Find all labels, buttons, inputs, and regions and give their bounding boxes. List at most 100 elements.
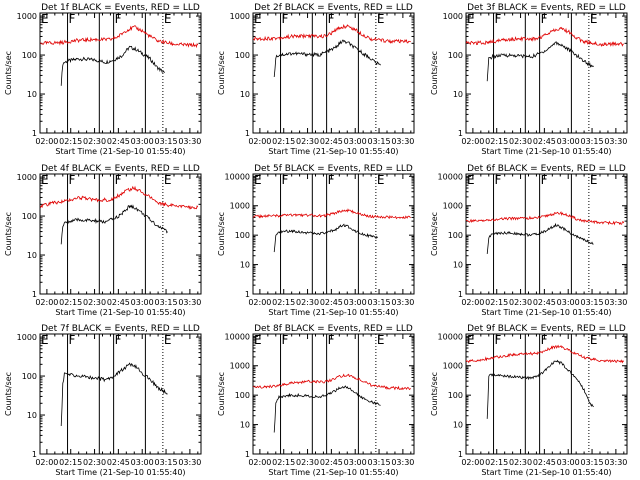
y-tick-label: 10 <box>240 261 250 270</box>
plot-frame <box>465 333 628 455</box>
y-tick-label: 1000 <box>17 12 37 21</box>
flag-label: E <box>377 12 385 26</box>
y-tick-label: 10000 <box>438 332 463 341</box>
x-tick-label: 03:15 <box>368 298 391 307</box>
y-tick-label: 1000 <box>17 173 37 182</box>
x-tick-label: 02:15 <box>272 458 295 467</box>
x-tick-label: 03:30 <box>178 458 201 467</box>
x-tick-label: 03:15 <box>155 458 178 467</box>
lld-series-line <box>253 24 411 44</box>
y-tick-label: 10000 <box>438 172 463 181</box>
x-tick-label: 02:15 <box>485 137 508 146</box>
lld-series-line <box>253 373 412 391</box>
flag-label: E <box>254 12 262 26</box>
chart-panel: Det 9f BLACK = Events, RED = LLD Counts/s… <box>430 324 628 477</box>
events-series-line <box>486 359 594 419</box>
y-tick-label: 10 <box>453 421 463 430</box>
flag-label: F <box>115 173 122 187</box>
x-tick-label: 03:15 <box>368 458 391 467</box>
x-tick-label: 03:15 <box>581 298 604 307</box>
flag-label: F <box>328 333 335 347</box>
x-tick-label: 03:30 <box>391 298 414 307</box>
x-tick-label: 02:30 <box>509 137 532 146</box>
flag-label: E <box>467 12 475 26</box>
events-series-line <box>273 385 381 433</box>
x-tick-label: 02:30 <box>83 137 106 146</box>
x-tick-label: 02:00 <box>461 137 484 146</box>
y-axis-label: Counts/sec <box>217 212 226 256</box>
chart-panel: Det 8f BLACK = Events, RED = LLD Counts/s… <box>217 324 415 477</box>
x-tick-label: 03:30 <box>178 137 201 146</box>
flag-label: F <box>69 333 76 347</box>
plot-frame <box>39 173 202 295</box>
x-tick-label: 02:15 <box>272 137 295 146</box>
x-tick-label: 03:00 <box>557 458 580 467</box>
flag-label: E <box>164 333 172 347</box>
lld-series-line <box>466 344 625 364</box>
x-tick-label: 03:15 <box>581 458 604 467</box>
chart-title: Det 5f BLACK = Events, RED = LLD <box>254 164 413 174</box>
x-tick-label: 02:45 <box>533 298 556 307</box>
y-tick-label: 1 <box>32 290 37 299</box>
x-tick-label: 02:45 <box>320 458 343 467</box>
y-axis-label: Counts/sec <box>4 212 13 256</box>
y-axis-label: Counts/sec <box>217 372 226 416</box>
x-tick-label: 02:15 <box>59 458 82 467</box>
x-tick-label: 02:45 <box>533 458 556 467</box>
flag-label: E <box>590 173 598 187</box>
x-axis-label: Start Time (21-Sep-10 01:55:40) <box>55 468 185 477</box>
x-tick-label: 02:15 <box>485 298 508 307</box>
y-tick-label: 1000 <box>443 202 463 211</box>
y-axis-label: Counts/sec <box>4 51 13 95</box>
y-tick-label: 1000 <box>17 333 37 342</box>
flag-label: F <box>541 12 548 26</box>
flag-label: E <box>41 12 49 26</box>
flag-label: F <box>115 12 122 26</box>
x-tick-label: 03:00 <box>344 458 367 467</box>
x-tick-label: 03:30 <box>178 298 201 307</box>
y-tick-label: 10 <box>240 90 250 99</box>
events-series-line <box>273 223 378 253</box>
y-axis-label: Counts/sec <box>4 372 13 416</box>
x-tick-label: 02:45 <box>107 137 130 146</box>
y-tick-label: 100 <box>235 391 250 400</box>
flag-label: E <box>590 333 598 347</box>
flag-label: E <box>41 173 49 187</box>
x-tick-label: 02:30 <box>83 298 106 307</box>
y-tick-label: 1000 <box>230 12 250 21</box>
y-axis-label: Counts/sec <box>430 51 439 95</box>
y-tick-label: 1 <box>458 129 463 138</box>
y-tick-label: 1 <box>32 450 37 459</box>
x-tick-label: 03:00 <box>344 298 367 307</box>
chart-panel: Det 7f BLACK = Events, RED = LLD Counts/s… <box>4 324 202 477</box>
plot-frame <box>39 12 202 134</box>
x-tick-label: 02:00 <box>35 298 58 307</box>
x-axis-label: Start Time (21-Sep-10 01:55:40) <box>481 147 611 156</box>
flag-label: E <box>467 333 475 347</box>
x-tick-label: 03:30 <box>604 137 627 146</box>
chart-title: Det 6f BLACK = Events, RED = LLD <box>467 164 626 174</box>
x-tick-label: 02:00 <box>248 458 271 467</box>
chart-title: Det 2f BLACK = Events, RED = LLD <box>254 3 413 13</box>
x-tick-label: 02:45 <box>533 137 556 146</box>
y-tick-label: 100 <box>448 231 463 240</box>
plot-frame <box>465 12 628 134</box>
plot-frame <box>465 173 628 295</box>
chart-title: Det 7f BLACK = Events, RED = LLD <box>41 324 200 334</box>
x-tick-label: 03:15 <box>155 298 178 307</box>
x-axis-label: Start Time (21-Sep-10 01:55:40) <box>268 308 398 317</box>
x-tick-label: 03:30 <box>391 137 414 146</box>
flag-label: F <box>328 173 335 187</box>
x-tick-label: 02:00 <box>461 298 484 307</box>
x-tick-label: 02:00 <box>35 458 58 467</box>
y-tick-label: 10 <box>27 90 37 99</box>
y-tick-label: 1000 <box>230 362 250 371</box>
y-tick-label: 1 <box>245 450 250 459</box>
x-tick-label: 02:15 <box>59 137 82 146</box>
x-tick-label: 02:30 <box>509 458 532 467</box>
events-series-line <box>60 362 168 427</box>
lld-series-line <box>466 26 624 47</box>
plot-frame <box>39 333 202 455</box>
y-tick-label: 10000 <box>225 172 250 181</box>
events-series-line <box>273 39 381 78</box>
